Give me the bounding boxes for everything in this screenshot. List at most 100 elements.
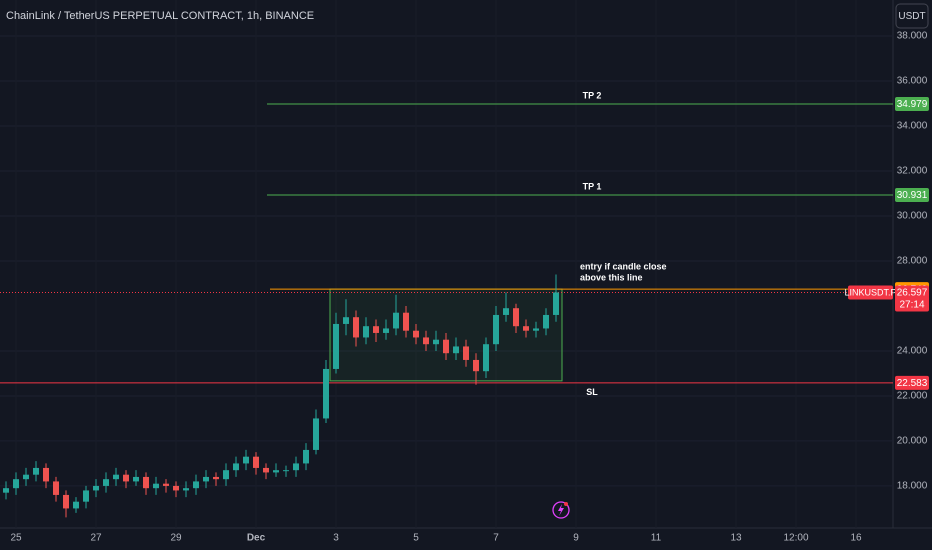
y-tick-label: 38.000 — [897, 31, 928, 42]
candle — [533, 321, 539, 338]
candle-body — [113, 474, 119, 480]
x-tick-label: 27 — [90, 533, 102, 544]
candle-body — [363, 326, 369, 338]
alert-icon[interactable] — [552, 501, 570, 519]
currency-label[interactable]: USDT — [898, 11, 925, 22]
candle — [73, 497, 79, 513]
candle-body — [303, 449, 309, 464]
candle-body — [133, 476, 139, 482]
candle — [173, 481, 179, 498]
candle-body — [73, 501, 79, 509]
candle-body — [233, 463, 239, 471]
candles — [3, 274, 559, 518]
candle — [93, 479, 99, 498]
candle-body — [533, 328, 539, 331]
x-tick-label: Dec — [247, 533, 266, 544]
candle-body — [313, 418, 319, 450]
y-tick-label: 32.000 — [897, 166, 928, 177]
chart-title: ChainLink / TetherUS PERPETUAL CONTRACT,… — [6, 10, 314, 22]
candle-body — [53, 481, 59, 495]
currency-button[interactable] — [895, 3, 929, 29]
x-tick-label: 7 — [493, 533, 499, 544]
candle-body — [153, 483, 159, 489]
candle — [203, 470, 209, 489]
candle-body — [173, 485, 179, 491]
candle — [513, 303, 519, 333]
candle-body — [103, 479, 109, 486]
level-price-box — [895, 188, 929, 203]
candle — [293, 456, 299, 477]
candle-body — [423, 337, 429, 345]
level-price-label: 34.979 — [897, 99, 928, 110]
candle-body — [483, 344, 489, 372]
candle — [303, 443, 309, 471]
candle — [413, 323, 419, 345]
x-tick-label: 12:00 — [783, 533, 808, 544]
candle — [343, 299, 349, 336]
candle — [243, 449, 249, 471]
candle — [53, 476, 59, 502]
candle — [23, 467, 29, 486]
candle — [153, 476, 159, 495]
candle-body — [403, 312, 409, 331]
candle — [183, 481, 189, 498]
level-label: TP 1 — [583, 181, 602, 191]
candle-body — [293, 463, 299, 471]
candle-body — [453, 346, 459, 354]
candle — [273, 463, 279, 477]
candle — [463, 339, 469, 367]
candle — [163, 479, 169, 493]
candle — [43, 463, 49, 489]
axes: 18.000 20.000 22.000 24.000 28.000 30.000 32.0… — [10, 31, 929, 544]
x-tick-label: 9 — [573, 533, 579, 544]
candle-body — [493, 314, 499, 345]
candle-body — [413, 330, 419, 338]
candle-body — [273, 470, 279, 473]
candle — [253, 452, 259, 475]
alert-circle[interactable] — [552, 501, 570, 519]
candle-body — [193, 481, 199, 489]
candle-body — [353, 317, 359, 338]
candle — [453, 337, 459, 360]
candle — [123, 470, 129, 489]
candle — [3, 481, 9, 500]
candle — [493, 305, 499, 351]
last-price-label: 26.597 — [897, 288, 928, 299]
candle — [523, 319, 529, 338]
level-note: entry if candle close — [580, 261, 667, 271]
candle-body — [283, 470, 289, 472]
candle-body — [433, 339, 439, 345]
candle-body — [223, 470, 229, 480]
candle — [423, 330, 429, 351]
y-tick-label: 30.000 — [897, 211, 928, 222]
candle-body — [243, 456, 249, 464]
candle — [193, 474, 199, 495]
candle — [443, 332, 449, 360]
candle-body — [123, 474, 129, 482]
candle-body — [183, 488, 189, 491]
candle-body — [253, 456, 259, 468]
candle — [63, 490, 69, 518]
candle-body — [383, 328, 389, 333]
candle-body — [513, 308, 519, 327]
x-tick-label: 13 — [730, 533, 742, 544]
level-price-label: 30.931 — [897, 190, 928, 201]
candle-body — [543, 314, 549, 329]
candle-body — [23, 474, 29, 480]
candle-body — [63, 494, 69, 509]
grid — [0, 35, 893, 487]
candle-body — [463, 346, 469, 360]
alert-dot[interactable] — [564, 502, 568, 506]
candle — [133, 470, 139, 486]
candle-body — [143, 476, 149, 489]
candle-body — [33, 467, 39, 475]
candle — [83, 485, 89, 509]
candle — [553, 274, 559, 322]
candle — [323, 359, 329, 423]
y-tick-label: 18.000 — [897, 481, 928, 492]
symbol-label: LINKUSDT.P — [844, 287, 896, 297]
candle-body — [523, 326, 529, 331]
candle — [313, 409, 319, 455]
alert-bolt[interactable] — [558, 504, 564, 516]
